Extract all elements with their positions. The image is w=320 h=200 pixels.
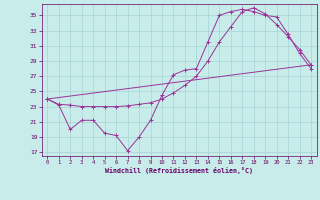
- X-axis label: Windchill (Refroidissement éolien,°C): Windchill (Refroidissement éolien,°C): [105, 167, 253, 174]
